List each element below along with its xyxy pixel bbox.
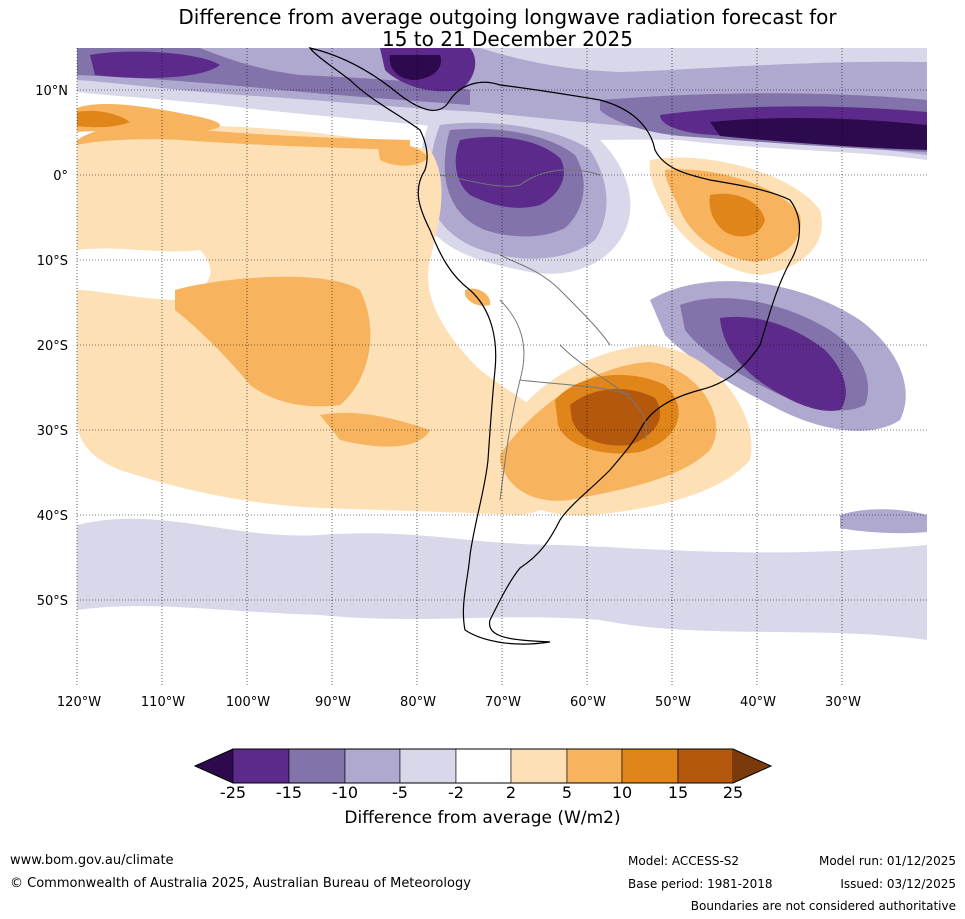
boundaries-disclaimer: Boundaries are not considered authoritat… xyxy=(690,899,956,913)
lat-label: 10°N xyxy=(35,84,68,99)
lon-label: 90°W xyxy=(315,695,351,710)
colorbar-tick: -10 xyxy=(332,783,358,802)
lon-label: 100°W xyxy=(226,695,270,710)
longitude-labels: 120°W 110°W 100°W 90°W 80°W 70°W 60°W 50… xyxy=(57,695,861,710)
lon-label: 80°W xyxy=(400,695,436,710)
lat-label: 40°S xyxy=(37,509,68,524)
lat-label: 50°S xyxy=(37,594,68,609)
colorbar-max-arrow xyxy=(733,749,771,783)
model-name: Model: ACCESS-S2 xyxy=(628,854,740,868)
colorbar-tick: 10 xyxy=(612,783,632,802)
colorbar-tick: -2 xyxy=(448,783,464,802)
colorbar-segment xyxy=(566,748,623,784)
colorbar-tick: 2 xyxy=(506,783,516,802)
lon-label: 70°W xyxy=(485,695,521,710)
colorbar-tick: 25 xyxy=(723,783,743,802)
colorbar-tick: -15 xyxy=(276,783,302,802)
lon-label: 40°W xyxy=(740,695,776,710)
colorbar-segment xyxy=(510,748,568,784)
copyright: © Commonwealth of Australia 2025, Austra… xyxy=(10,876,471,891)
colorbar-segment xyxy=(232,748,290,784)
issued-date: Issued: 03/12/2025 xyxy=(840,877,956,891)
colorbar-tick: -25 xyxy=(220,783,246,802)
map-title-line-2: 15 to 21 December 2025 xyxy=(381,27,633,51)
graticule xyxy=(76,48,927,685)
colorbar-segment xyxy=(288,748,346,784)
coastlines xyxy=(308,47,801,645)
lon-label: 30°W xyxy=(825,695,861,710)
colorbar-label: Difference from average (W/m2) xyxy=(344,808,621,828)
colorbar-ticks: -25 -15 -10 -5 -2 2 5 10 15 25 xyxy=(220,783,743,802)
colorbar-segment xyxy=(621,748,679,784)
lat-label: 10°S xyxy=(37,254,68,269)
colorbar-segment xyxy=(399,748,457,784)
anomaly-field xyxy=(77,48,927,685)
colorbar xyxy=(193,748,773,784)
colorbar-tick: 15 xyxy=(668,783,688,802)
base-period: Base period: 1981-2018 xyxy=(628,877,773,891)
website-link[interactable]: www.bom.gov.au/climate xyxy=(10,853,174,868)
colorbar-tick: -5 xyxy=(392,783,408,802)
model-run-date: Model run: 01/12/2025 xyxy=(818,854,956,868)
country-boundaries xyxy=(439,169,647,501)
colorbar-tick: 5 xyxy=(562,783,572,802)
lon-label: 60°W xyxy=(570,695,606,710)
colorbar-min-arrow xyxy=(195,749,233,783)
map-title-line-1: Difference from average outgoing longwav… xyxy=(178,5,837,29)
colorbar-segment xyxy=(455,748,512,784)
latitude-labels: 10°N 0° 10°S 20°S 30°S 40°S 50°S xyxy=(35,84,68,609)
lon-label: 110°W xyxy=(141,695,185,710)
lon-label: 120°W xyxy=(57,695,101,710)
colorbar-segment xyxy=(677,748,734,784)
lat-label: 30°S xyxy=(37,424,68,439)
lon-label: 50°W xyxy=(655,695,691,710)
colorbar-segment xyxy=(344,748,401,784)
lat-label: 20°S xyxy=(37,339,68,354)
lat-label: 0° xyxy=(53,169,68,184)
